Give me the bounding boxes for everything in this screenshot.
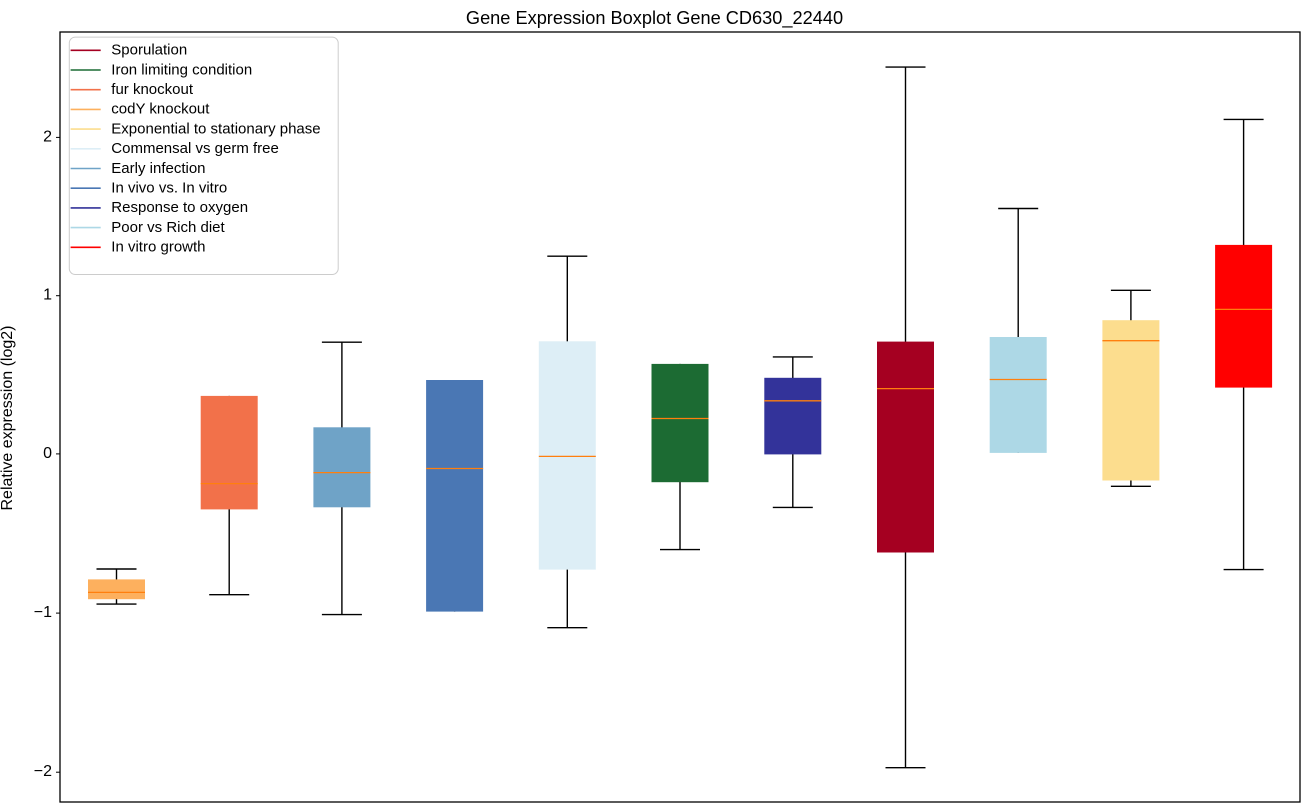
svg-text:−2: −2: [34, 763, 52, 780]
svg-text:1: 1: [43, 287, 52, 304]
svg-text:In vitro growth: In vitro growth: [111, 239, 205, 256]
svg-text:0: 0: [43, 445, 52, 462]
svg-text:In vivo vs. In vitro: In vivo vs. In vitro: [111, 180, 227, 197]
svg-text:Response to oxygen: Response to oxygen: [111, 199, 248, 216]
svg-text:fur knockout: fur knockout: [111, 81, 194, 98]
svg-text:Iron limiting condition: Iron limiting condition: [111, 61, 252, 78]
svg-text:Poor vs Rich diet: Poor vs Rich diet: [111, 219, 225, 236]
svg-text:−1: −1: [34, 604, 52, 621]
svg-text:Early infection: Early infection: [111, 160, 205, 177]
svg-text:Commensal vs germ free: Commensal vs germ free: [111, 140, 279, 157]
svg-text:Exponential to stationary phas: Exponential to stationary phase: [111, 120, 320, 137]
svg-text:Sporulation: Sporulation: [111, 42, 187, 59]
svg-text:codY knockout: codY knockout: [111, 101, 210, 118]
svg-text:2: 2: [43, 128, 52, 145]
